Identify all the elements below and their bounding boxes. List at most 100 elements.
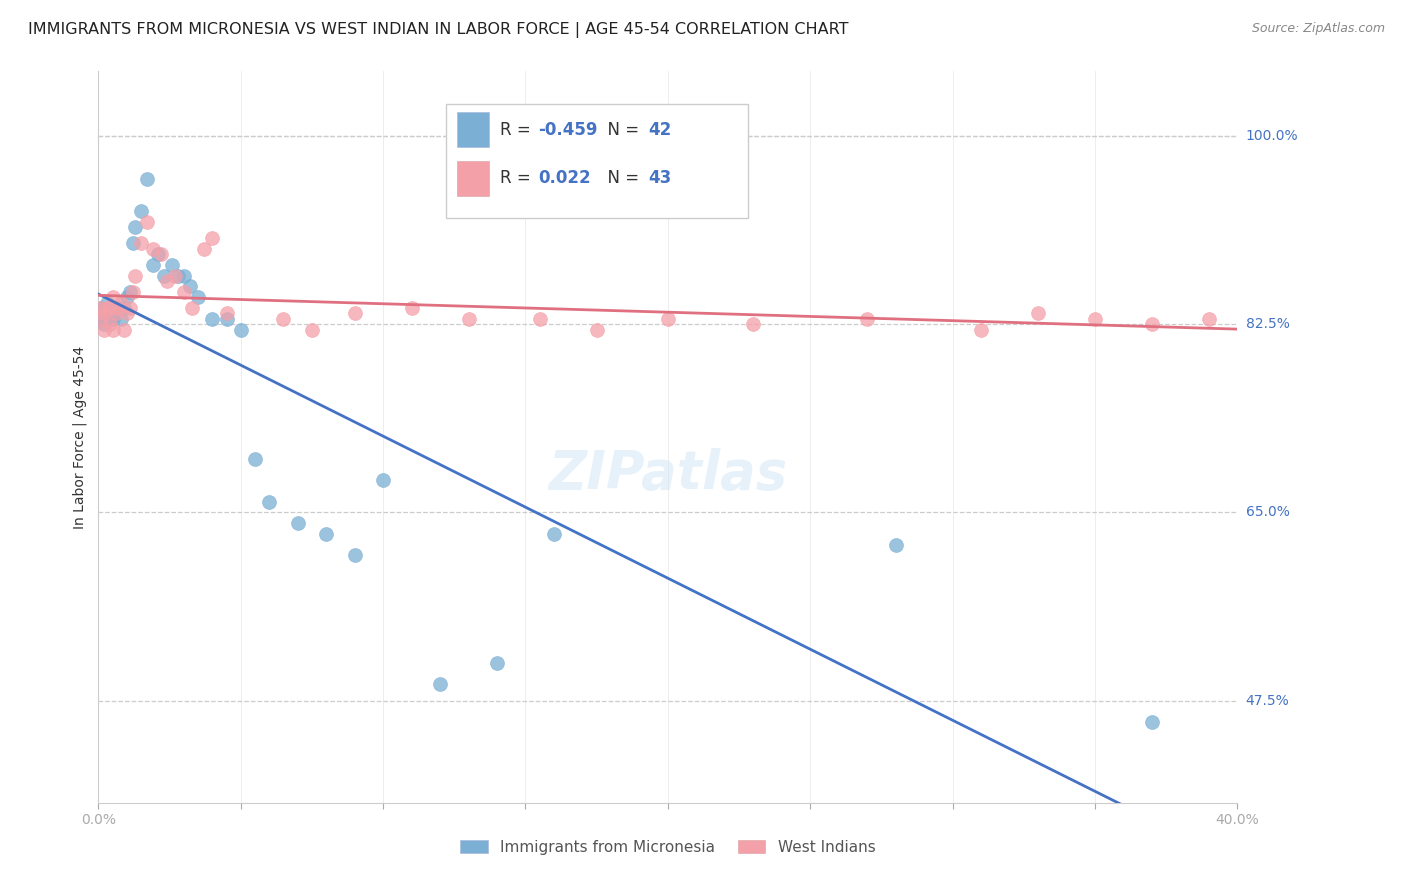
Point — [970, 322, 993, 336]
Point — [343, 306, 366, 320]
Point — [373, 473, 395, 487]
Point — [90, 311, 112, 326]
Point — [167, 268, 190, 283]
Point — [96, 311, 118, 326]
Point — [101, 322, 124, 336]
Point — [657, 311, 679, 326]
Point — [96, 301, 118, 315]
Text: 47.5%: 47.5% — [1246, 694, 1289, 707]
Point — [104, 301, 127, 315]
Point — [201, 231, 224, 245]
Point — [1026, 306, 1049, 320]
Point — [343, 549, 366, 563]
Point — [115, 290, 138, 304]
Point — [287, 516, 309, 530]
Point — [884, 538, 907, 552]
Point — [215, 311, 238, 326]
Point — [457, 311, 479, 326]
Point — [124, 268, 146, 283]
Point — [153, 268, 176, 283]
Point — [112, 322, 135, 336]
Point — [173, 268, 195, 283]
Point — [107, 301, 129, 315]
Point — [110, 311, 132, 326]
Point — [273, 311, 295, 326]
Point — [193, 242, 215, 256]
Point — [1140, 715, 1163, 730]
Point — [742, 317, 765, 331]
Point — [93, 317, 115, 331]
Point — [96, 295, 118, 310]
Point — [110, 295, 132, 310]
Point — [1140, 317, 1163, 331]
Text: IMMIGRANTS FROM MICRONESIA VS WEST INDIAN IN LABOR FORCE | AGE 45-54 CORRELATION: IMMIGRANTS FROM MICRONESIA VS WEST INDIA… — [28, 22, 849, 38]
Point — [187, 290, 209, 304]
Point — [121, 285, 143, 299]
Point — [486, 656, 509, 670]
Point — [101, 290, 124, 304]
Point — [1084, 311, 1107, 326]
Point — [104, 306, 127, 320]
Point — [98, 317, 121, 331]
Point — [543, 527, 565, 541]
Text: 82.5%: 82.5% — [1246, 318, 1289, 331]
FancyBboxPatch shape — [457, 112, 489, 147]
Text: Source: ZipAtlas.com: Source: ZipAtlas.com — [1251, 22, 1385, 36]
Point — [856, 311, 879, 326]
Point — [215, 306, 238, 320]
Point — [90, 301, 112, 315]
Point — [118, 301, 141, 315]
Point — [121, 236, 143, 251]
Point — [259, 494, 281, 508]
Text: 43: 43 — [648, 169, 672, 187]
Point — [93, 322, 115, 336]
Point — [585, 322, 607, 336]
Point — [529, 311, 551, 326]
Point — [301, 322, 323, 336]
FancyBboxPatch shape — [457, 161, 489, 195]
Point — [141, 258, 163, 272]
Point — [135, 172, 157, 186]
Point — [129, 236, 152, 251]
Y-axis label: In Labor Force | Age 45-54: In Labor Force | Age 45-54 — [73, 345, 87, 529]
Point — [429, 677, 451, 691]
Point — [1198, 311, 1220, 326]
Point — [150, 247, 173, 261]
Text: N =: N = — [598, 121, 644, 139]
Point — [98, 311, 121, 326]
Text: R =: R = — [501, 121, 537, 139]
Point — [173, 285, 195, 299]
Point — [90, 311, 112, 326]
Point — [181, 301, 204, 315]
Point — [156, 274, 179, 288]
Point — [179, 279, 201, 293]
Point — [112, 301, 135, 315]
Point — [118, 285, 141, 299]
Point — [229, 322, 252, 336]
Point — [124, 220, 146, 235]
Point — [135, 215, 157, 229]
Legend: Immigrants from Micronesia, West Indians: Immigrants from Micronesia, West Indians — [454, 834, 882, 861]
Point — [98, 301, 121, 315]
Text: 65.0%: 65.0% — [1246, 506, 1289, 519]
Point — [162, 258, 184, 272]
Text: R =: R = — [501, 169, 541, 187]
Point — [93, 306, 115, 320]
Point — [93, 306, 115, 320]
Text: N =: N = — [598, 169, 644, 187]
Point — [101, 311, 124, 326]
Point — [90, 301, 112, 315]
Point — [243, 451, 266, 466]
FancyBboxPatch shape — [446, 104, 748, 218]
Point — [148, 247, 170, 261]
Point — [107, 301, 129, 315]
Text: ZIPatlas: ZIPatlas — [548, 448, 787, 500]
Point — [98, 311, 121, 326]
Point — [101, 306, 124, 320]
Point — [165, 268, 187, 283]
Point — [401, 301, 423, 315]
Text: -0.459: -0.459 — [538, 121, 598, 139]
Text: 100.0%: 100.0% — [1246, 129, 1298, 143]
Point — [315, 527, 337, 541]
Text: 42: 42 — [648, 121, 672, 139]
